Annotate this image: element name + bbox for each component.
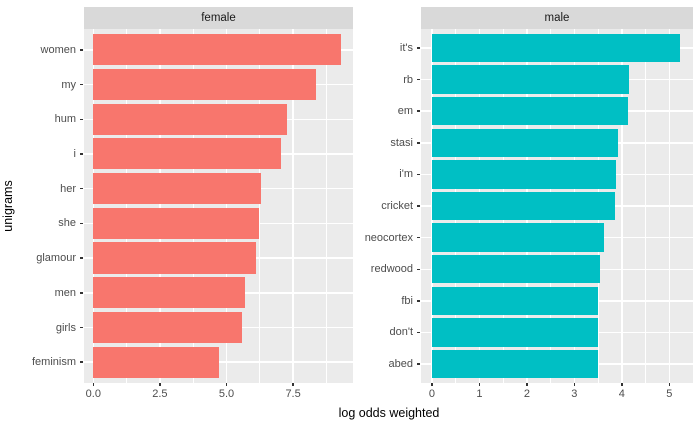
x-tick-mark bbox=[92, 383, 95, 386]
x-tick-label: 2.5 bbox=[152, 388, 168, 400]
gridline-minor bbox=[325, 29, 327, 383]
bar bbox=[431, 191, 616, 221]
bar bbox=[93, 311, 242, 344]
x-tick-label: 4 bbox=[618, 388, 625, 400]
x-tick-mark bbox=[225, 383, 228, 386]
bar bbox=[431, 33, 680, 63]
y-tick-label: men bbox=[54, 286, 76, 299]
bar bbox=[431, 97, 629, 126]
y-tick-mark bbox=[80, 118, 83, 120]
y-tick-label: i bbox=[73, 147, 76, 160]
bar bbox=[93, 207, 259, 239]
y-tick-label: rb bbox=[403, 73, 413, 86]
y-tick-label: i'm bbox=[399, 168, 413, 181]
y-tick-mark bbox=[417, 268, 420, 270]
y-tick-mark bbox=[417, 47, 420, 49]
y-tick-label: don't bbox=[389, 326, 413, 339]
facet-strip-label: male bbox=[544, 12, 570, 24]
x-tick-label: 0 bbox=[428, 388, 435, 400]
y-tick-label: it's bbox=[399, 42, 413, 54]
y-tick-label: glamour bbox=[36, 252, 76, 265]
facet-panel bbox=[421, 29, 693, 383]
y-tick-mark bbox=[417, 110, 420, 112]
y-tick-mark bbox=[80, 83, 83, 86]
bar bbox=[93, 242, 256, 274]
gridline-major bbox=[292, 29, 294, 383]
y-tick-label: cricket bbox=[381, 200, 413, 212]
x-tick-label: 5 bbox=[666, 388, 673, 400]
gridline-major bbox=[159, 29, 161, 383]
gridline-minor bbox=[126, 29, 128, 383]
bar bbox=[431, 160, 616, 189]
x-axis-title: log odds weighted bbox=[338, 406, 440, 420]
gridline-major bbox=[92, 29, 95, 383]
x-tick-mark bbox=[573, 383, 576, 386]
x-tick-mark bbox=[478, 383, 481, 386]
bar bbox=[431, 255, 601, 284]
y-tick-label: her bbox=[60, 182, 76, 195]
bar bbox=[431, 65, 629, 94]
y-tick-mark bbox=[417, 300, 420, 302]
facet-strip: female bbox=[84, 7, 353, 29]
y-tick-mark bbox=[80, 153, 83, 155]
bar bbox=[431, 349, 598, 379]
y-tick-label: em bbox=[397, 105, 413, 118]
bar bbox=[93, 103, 287, 135]
bar bbox=[93, 138, 281, 170]
y-tick-mark bbox=[80, 187, 83, 190]
bar bbox=[93, 173, 261, 205]
y-tick-label: neocortex bbox=[364, 231, 413, 244]
y-tick-mark bbox=[80, 222, 83, 225]
x-tick-label: 1 bbox=[476, 388, 483, 400]
x-tick-mark bbox=[431, 383, 433, 386]
y-tick-label: redwood bbox=[370, 263, 413, 276]
facet-strip-label: female bbox=[201, 12, 236, 24]
bar bbox=[431, 286, 598, 315]
y-tick-mark bbox=[80, 292, 83, 294]
facet-strip: male bbox=[421, 7, 693, 29]
y-tick-mark bbox=[417, 205, 420, 207]
x-tick-mark bbox=[668, 383, 670, 386]
y-tick-mark bbox=[417, 236, 420, 239]
bar bbox=[93, 34, 341, 66]
bar bbox=[93, 68, 316, 101]
x-tick-mark bbox=[621, 383, 623, 386]
bar bbox=[93, 346, 220, 378]
x-tick-label: 7.5 bbox=[285, 388, 301, 400]
y-tick-mark bbox=[80, 257, 83, 259]
y-tick-label: she bbox=[58, 217, 76, 230]
y-tick-label: hum bbox=[54, 113, 76, 126]
y-tick-label: women bbox=[40, 43, 76, 56]
y-tick-label: abed bbox=[388, 358, 413, 370]
x-tick-label: 5.0 bbox=[218, 388, 235, 400]
bar bbox=[431, 318, 598, 347]
y-tick-label: stasi bbox=[390, 136, 413, 149]
bar bbox=[431, 128, 618, 157]
y-tick-label: feminism bbox=[31, 356, 76, 369]
y-tick-mark bbox=[417, 331, 420, 334]
y-tick-label: girls bbox=[55, 321, 76, 334]
x-tick-label: 2 bbox=[523, 388, 530, 400]
y-tick-mark bbox=[417, 363, 420, 365]
x-tick-mark bbox=[526, 383, 528, 386]
x-tick-label: 3 bbox=[571, 388, 578, 400]
x-tick-mark bbox=[159, 383, 161, 386]
facet-panel bbox=[84, 29, 353, 383]
bar bbox=[431, 223, 604, 252]
x-tick-mark bbox=[292, 383, 294, 386]
y-tick-label: my bbox=[61, 78, 76, 91]
y-tick-label: fbi bbox=[401, 294, 413, 307]
gridline-minor bbox=[192, 29, 194, 383]
gridline-major bbox=[225, 29, 228, 383]
y-tick-mark bbox=[417, 173, 420, 176]
x-tick-label: 0.0 bbox=[85, 388, 101, 400]
y-tick-mark bbox=[417, 142, 420, 144]
gridline-minor bbox=[259, 29, 261, 383]
y-tick-mark bbox=[80, 326, 83, 329]
bar bbox=[93, 277, 245, 309]
y-tick-mark bbox=[417, 78, 420, 81]
y-tick-mark bbox=[80, 49, 83, 51]
y-tick-mark bbox=[80, 361, 83, 363]
